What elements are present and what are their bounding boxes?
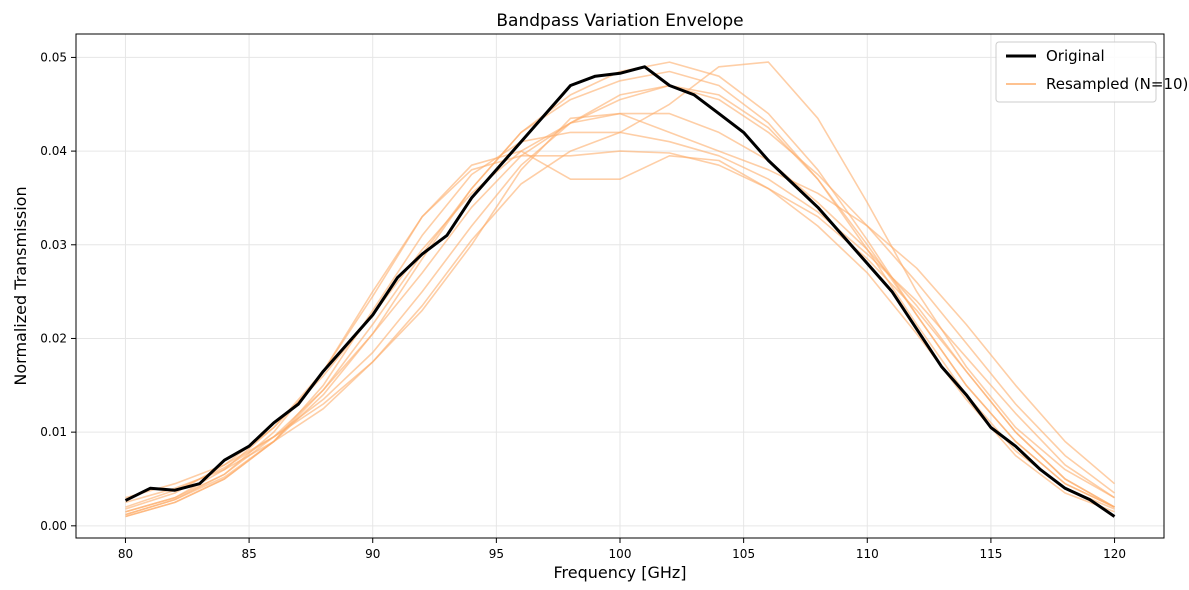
legend-label-original: Original — [1046, 47, 1105, 65]
y-tick-label: 0.01 — [40, 425, 67, 439]
x-axis-ticks: 80 85 90 95 100 105 110 115 120 — [118, 538, 1126, 561]
legend-label-resampled: Resampled (N=10) — [1046, 75, 1188, 93]
x-tick-label: 80 — [118, 547, 133, 561]
legend: Original Resampled (N=10) — [995, 41, 1188, 103]
resampled-line-8 — [125, 70, 1115, 516]
x-tick-label: 115 — [979, 547, 1002, 561]
x-tick-label: 105 — [732, 547, 755, 561]
chart-title: Bandpass Variation Envelope — [496, 11, 743, 31]
x-axis-label: Frequency [GHz] — [553, 563, 686, 582]
y-axis-label: Normalized Transmission — [11, 186, 30, 385]
x-tick-label: 95 — [489, 547, 504, 561]
resampled-line-7 — [125, 84, 1115, 513]
x-tick-label: 85 — [241, 547, 256, 561]
y-tick-label: 0.04 — [40, 144, 67, 158]
y-tick-label: 0.00 — [40, 519, 67, 533]
y-tick-label: 0.02 — [40, 331, 67, 345]
original-line — [124, 65, 1116, 518]
y-axis-ticks: 0.00 0.01 0.02 0.03 0.04 0.05 — [40, 50, 76, 533]
resampled-line-9 — [125, 84, 1115, 508]
x-tick-label: 110 — [856, 547, 879, 561]
resampled-line-10 — [125, 131, 1115, 518]
x-tick-label: 90 — [365, 547, 380, 561]
x-tick-label: 100 — [609, 547, 632, 561]
original-series-group — [124, 65, 1116, 518]
y-tick-label: 0.05 — [40, 50, 67, 64]
y-tick-label: 0.03 — [40, 238, 67, 252]
x-tick-label: 120 — [1103, 547, 1126, 561]
